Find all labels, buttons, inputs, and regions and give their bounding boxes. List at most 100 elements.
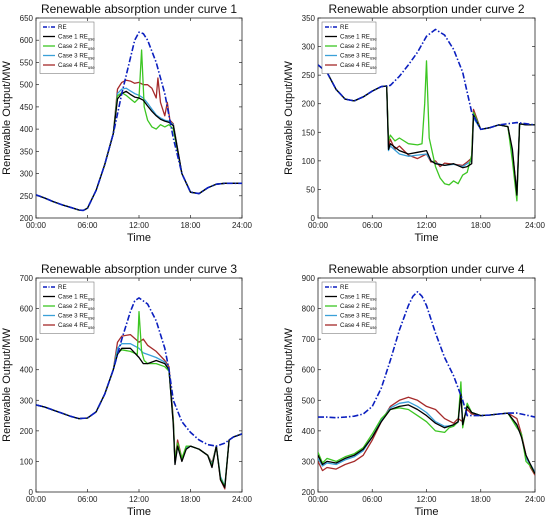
chart4-ytick-label: 700 (302, 335, 316, 344)
chart4-ytick-label: 600 (302, 366, 316, 375)
chart1-legend-label-case3: Case 3 REuse (58, 53, 95, 61)
chart2-ytick-label: 300 (302, 43, 316, 52)
chart1-ytick-label: 350 (20, 147, 34, 156)
chart3-legend-label-case3: Case 3 REuse (58, 313, 95, 321)
chart1-ytick-label: 550 (20, 58, 34, 67)
chart3-series-re-line (36, 297, 242, 447)
chart4-xtick-label: 12:00 (416, 495, 437, 504)
chart4-xtick-label: 18:00 (471, 495, 492, 504)
chart3-xtick-label: 06:00 (77, 495, 98, 504)
chart3-legend-label-re: RE (58, 284, 67, 291)
chart1-ytick-label: 400 (20, 125, 34, 134)
chart3-ytick-label: 500 (20, 335, 34, 344)
chart3-ytick-label: 200 (20, 427, 34, 436)
chart3-xtick-label: 24:00 (232, 495, 253, 504)
chart1-ytick-label: 200 (20, 214, 34, 223)
chart3-group: Renewable absorption under curve 300:00 0… (1, 262, 253, 518)
chart1-legend-sub-case4: use (88, 65, 95, 70)
chart2-xlabel: Time (414, 232, 438, 244)
chart1-legend-label-case4: Case 4 REuse (58, 62, 95, 70)
chart4-legend-sub-case4: use (370, 325, 377, 330)
chart4-legend-label-re: RE (340, 284, 349, 291)
chart2-legend-label-case2: Case 2 REuse (340, 43, 377, 51)
chart1-ytick-label: 250 (20, 192, 34, 201)
chart1-legend-sub-case1: use (88, 36, 95, 41)
chart2-group: Renewable absorption under curve 200:00 0… (283, 2, 546, 244)
chart4-series-re-line (318, 290, 535, 419)
chart2-legend-sub-case3: use (370, 55, 377, 60)
chart1-xtick-label: 00:00 (26, 221, 47, 230)
chart4-legend-sub-case3: use (370, 315, 377, 320)
chart2-ytick-label: 350 (302, 14, 316, 23)
chart2-legend-label-case1: Case 1 REuse (340, 34, 377, 42)
chart2-ytick-label: 100 (302, 157, 316, 166)
chart3-legend-label-case2: Case 2 REuse (58, 303, 95, 311)
chart3-legend-label-case4: Case 4 REuse (58, 322, 95, 330)
chart2-xtick-label: 24:00 (525, 221, 546, 230)
chart2-legend-label-case3: Case 3 REuse (340, 53, 377, 61)
chart4-xtick-label: 06:00 (362, 495, 383, 504)
chart3-legend-sub-case1: use (88, 296, 95, 301)
chart1-xtick-label: 24:00 (232, 221, 253, 230)
chart2-series-case1-line (318, 64, 535, 196)
chart2-series-re-line (318, 28, 535, 131)
chart1-xlabel: Time (127, 232, 151, 244)
chart3-ytick-label: 100 (20, 457, 34, 466)
chart4-ytick-label: 400 (302, 427, 316, 436)
chart4-legend-label-case2: Case 2 REuse (340, 303, 377, 311)
chart2-ytick-label: 200 (302, 100, 316, 109)
chart2-legend-label-re: RE (340, 24, 349, 31)
chart2-xtick-label: 00:00 (308, 221, 329, 230)
chart3-ytick-label: 600 (20, 305, 34, 314)
chart4-xlabel: Time (414, 506, 438, 518)
chart1-legend-label-re: RE (58, 24, 67, 31)
chart2-legend-sub-case1: use (370, 36, 377, 41)
chart3-legend-sub-case2: use (88, 306, 95, 311)
chart2-ytick-label: 250 (302, 71, 316, 80)
chart3-legend-label-case1: Case 1 REuse (58, 294, 95, 302)
chart4-legend-label-case1: Case 1 REuse (340, 294, 377, 302)
chart1-legend-sub-case2: use (88, 46, 95, 51)
chart2-legend-sub-case2: use (370, 46, 377, 51)
chart1-series-re-line (36, 31, 242, 212)
chart2-xtick-label: 06:00 (362, 221, 383, 230)
chart1-title: Renewable absorption under curve 1 (41, 2, 237, 16)
chart3-title: Renewable absorption under curve 3 (41, 262, 237, 276)
chart3-legend-sub-case4: use (88, 325, 95, 330)
chart4-ytick-label: 300 (302, 457, 316, 466)
chart1-ylabel: Renewable Output/MW (1, 61, 13, 175)
chart2-ytick-label: 0 (311, 214, 316, 223)
chart3-ytick-label: 0 (29, 488, 34, 497)
chart1-xtick-label: 18:00 (180, 221, 201, 230)
chart4-xtick-label: 00:00 (308, 495, 329, 504)
chart4-legend-sub-case2: use (370, 306, 377, 311)
chart2-ytick-label: 50 (306, 185, 315, 194)
chart2-xtick-label: 12:00 (416, 221, 437, 230)
chart3-legend-sub-case3: use (88, 315, 95, 320)
chart1-ytick-label: 300 (20, 170, 34, 179)
chart1-xtick-label: 06:00 (77, 221, 98, 230)
chart4-legend-sub-case1: use (370, 296, 377, 301)
chart1-ytick-label: 600 (20, 36, 34, 45)
chart3-ytick-label: 400 (20, 366, 34, 375)
chart4-ytick-label: 800 (302, 305, 316, 314)
chart4-title: Renewable absorption under curve 4 (328, 262, 524, 276)
chart2-xtick-label: 18:00 (471, 221, 492, 230)
chart2-title: Renewable absorption under curve 2 (328, 2, 524, 16)
chart4-ytick-label: 200 (302, 488, 316, 497)
chart3-xlabel: Time (127, 506, 151, 518)
chart1-group: Renewable absorption under curve 1 00:00 0… (1, 2, 253, 244)
chart1-ytick-label: 450 (20, 103, 34, 112)
chart4-ylabel: Renewable Output/MW (283, 328, 295, 442)
chart4-legend-label-case3: Case 3 REuse (340, 313, 377, 321)
chart4-group: Renewable absorption under curve 4 00:00 0… (283, 262, 546, 518)
chart4-ytick-label: 900 (302, 274, 316, 283)
chart2-ytick-label: 150 (302, 128, 316, 137)
chart4-legend-label-case4: Case 4 REuse (340, 322, 377, 330)
chart3-xtick-label: 00:00 (26, 495, 47, 504)
chart1-ytick-label: 650 (20, 14, 34, 23)
chart4-series-case1-line (318, 393, 535, 474)
chart3-xtick-label: 18:00 (180, 495, 201, 504)
chart3-ylabel: Renewable Output/MW (1, 328, 13, 442)
